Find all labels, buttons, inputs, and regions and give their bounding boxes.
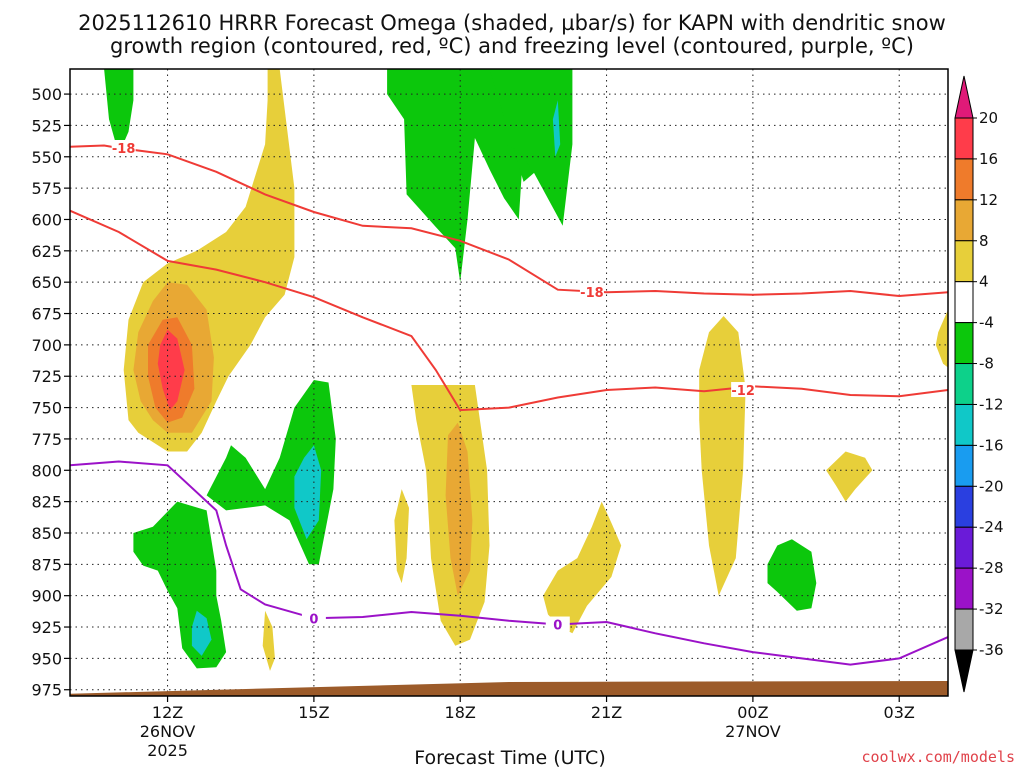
omega-area-3 xyxy=(504,69,573,226)
colorbar-swatch-2 xyxy=(954,199,974,242)
y-tick-label-950: 950 xyxy=(31,649,62,668)
y-tick-label-750: 750 xyxy=(31,399,62,418)
colorbar-label--36: -36 xyxy=(979,641,1004,659)
contour-label-minus-18-right-bg xyxy=(579,284,604,300)
colorbar-swatch-7 xyxy=(954,403,974,446)
omega-area-18 xyxy=(543,501,622,634)
y-tick-label-625: 625 xyxy=(31,242,62,261)
y-tick-label-725: 725 xyxy=(31,367,62,386)
colorbar-swatch-5 xyxy=(954,322,974,365)
colorbar-swatch-11 xyxy=(954,567,974,610)
y-tick-label-650: 650 xyxy=(31,273,62,292)
y-tick-label-525: 525 xyxy=(31,116,62,135)
omega-area-6 xyxy=(191,610,212,656)
contour-label-freezing-right: 0 xyxy=(553,619,562,634)
y-tick-label-800: 800 xyxy=(31,461,62,480)
colorbar-swatch-1 xyxy=(954,158,974,201)
contour-label-minus-12-bg xyxy=(731,382,756,398)
contour-label-minus-18-left: -18 xyxy=(112,142,136,157)
temperature-contours: -18 -18 -12 0 0 xyxy=(69,140,949,666)
colorbar-label-4: 4 xyxy=(979,273,989,291)
colorbar-swatch-10 xyxy=(954,526,974,569)
colorbar-bottom-arrow xyxy=(954,649,974,693)
colorbar-label--24: -24 xyxy=(979,518,1004,536)
contour-label-freezing-left: 0 xyxy=(309,612,318,627)
x-axis-label: Forecast Time (UTC) xyxy=(414,747,605,768)
x-tick-year-12Z: 2025 xyxy=(147,741,188,760)
x-tick-label-00Z: 00Z xyxy=(737,703,768,722)
colorbar-swatch-6 xyxy=(954,363,974,405)
colorbar-swatch-3 xyxy=(954,240,974,283)
omega-area-0 xyxy=(104,69,134,155)
contour-label-freezing-right-bg xyxy=(545,616,570,632)
colorbar-swatch-12 xyxy=(954,608,974,651)
colorbar-label-12: 12 xyxy=(979,191,998,209)
colorbar-swatch-9 xyxy=(954,485,974,528)
y-tick-label-550: 550 xyxy=(31,148,62,167)
ground-surface xyxy=(70,680,948,696)
omega-area-17 xyxy=(445,422,473,596)
y-tick-label-575: 575 xyxy=(31,179,62,198)
x-tick-label-12Z: 12Z xyxy=(152,703,183,722)
y-tick-label-925: 925 xyxy=(31,618,62,637)
omega-area-4 xyxy=(552,100,561,157)
contour-label-minus-12: -12 xyxy=(731,384,755,399)
contour-freezing-level xyxy=(69,460,949,666)
omega-area-14 xyxy=(262,610,275,671)
colorbar-label--28: -28 xyxy=(979,559,1004,577)
colorbar-legend: 20 16 12 8 4 -4 -8 -12 -16 -20 -24 -28 -32 -36 xyxy=(954,75,1004,693)
colorbar-label--20: -20 xyxy=(979,477,1004,495)
colorbar-label--32: -32 xyxy=(979,600,1004,618)
y-tick-label-500: 500 xyxy=(31,85,62,104)
y-tick-label-900: 900 xyxy=(31,587,62,606)
contour-dgz-minus-18 xyxy=(69,144,949,298)
contour-label-minus-18-right: -18 xyxy=(580,286,604,301)
credit-link[interactable]: coolwx.com/models xyxy=(861,748,1015,766)
colorbar-swatch-8 xyxy=(954,444,974,487)
colorbar-label-16: 16 xyxy=(979,150,998,168)
omega-area-9 xyxy=(767,539,817,611)
x-tick-label-18Z: 18Z xyxy=(445,703,476,722)
contour-label-freezing-left-bg xyxy=(301,610,326,626)
colorbar-swatch-4 xyxy=(954,281,974,324)
y-tick-label-825: 825 xyxy=(31,493,62,512)
chart-title-line-1: 2025112610 HRRR Forecast Omega (shaded, … xyxy=(78,11,946,35)
x-tick-date-12Z: 26NOV xyxy=(140,722,196,741)
chart-title-line-2: growth region (contoured, red, ºC) and f… xyxy=(110,34,914,58)
contour-dgz-minus-12 xyxy=(69,209,949,412)
y-tick-label-600: 600 xyxy=(31,210,62,229)
y-tick-label-875: 875 xyxy=(31,555,62,574)
omega-shaded-areas xyxy=(104,69,948,671)
x-tick-label-03Z: 03Z xyxy=(884,703,915,722)
omega-area-1 xyxy=(387,69,524,283)
colorbar-label--8: -8 xyxy=(979,355,994,373)
colorbar-label--16: -16 xyxy=(979,436,1004,454)
omega-area-20 xyxy=(826,451,873,502)
x-tick-label-15Z: 15Z xyxy=(298,703,329,722)
y-axis-pressure: 500 525 550 575 600 625 650 675 700 725 750 775 800 8… xyxy=(31,85,70,700)
colorbar-top-arrow xyxy=(954,75,974,119)
y-tick-label-775: 775 xyxy=(31,430,62,449)
plot-frame xyxy=(69,68,949,697)
y-tick-label-675: 675 xyxy=(31,305,62,324)
x-tick-date-00Z: 27NOV xyxy=(725,722,781,741)
omega-area-15 xyxy=(394,489,409,584)
omega-area-8 xyxy=(294,445,322,540)
y-tick-label-975: 975 xyxy=(31,681,62,700)
omega-area-21 xyxy=(935,309,948,368)
contour-label-minus-18-left-bg xyxy=(111,140,136,156)
y-tick-label-850: 850 xyxy=(31,524,62,543)
colorbar-swatch-0 xyxy=(954,117,974,160)
colorbar-label--12: -12 xyxy=(979,395,1004,413)
y-tick-label-700: 700 xyxy=(31,336,62,355)
colorbar-label-20: 20 xyxy=(979,109,998,127)
omega-area-13 xyxy=(157,329,185,411)
colorbar-label--4: -4 xyxy=(979,314,994,332)
colorbar-label-8: 8 xyxy=(979,232,989,250)
x-tick-label-21Z: 21Z xyxy=(591,703,622,722)
